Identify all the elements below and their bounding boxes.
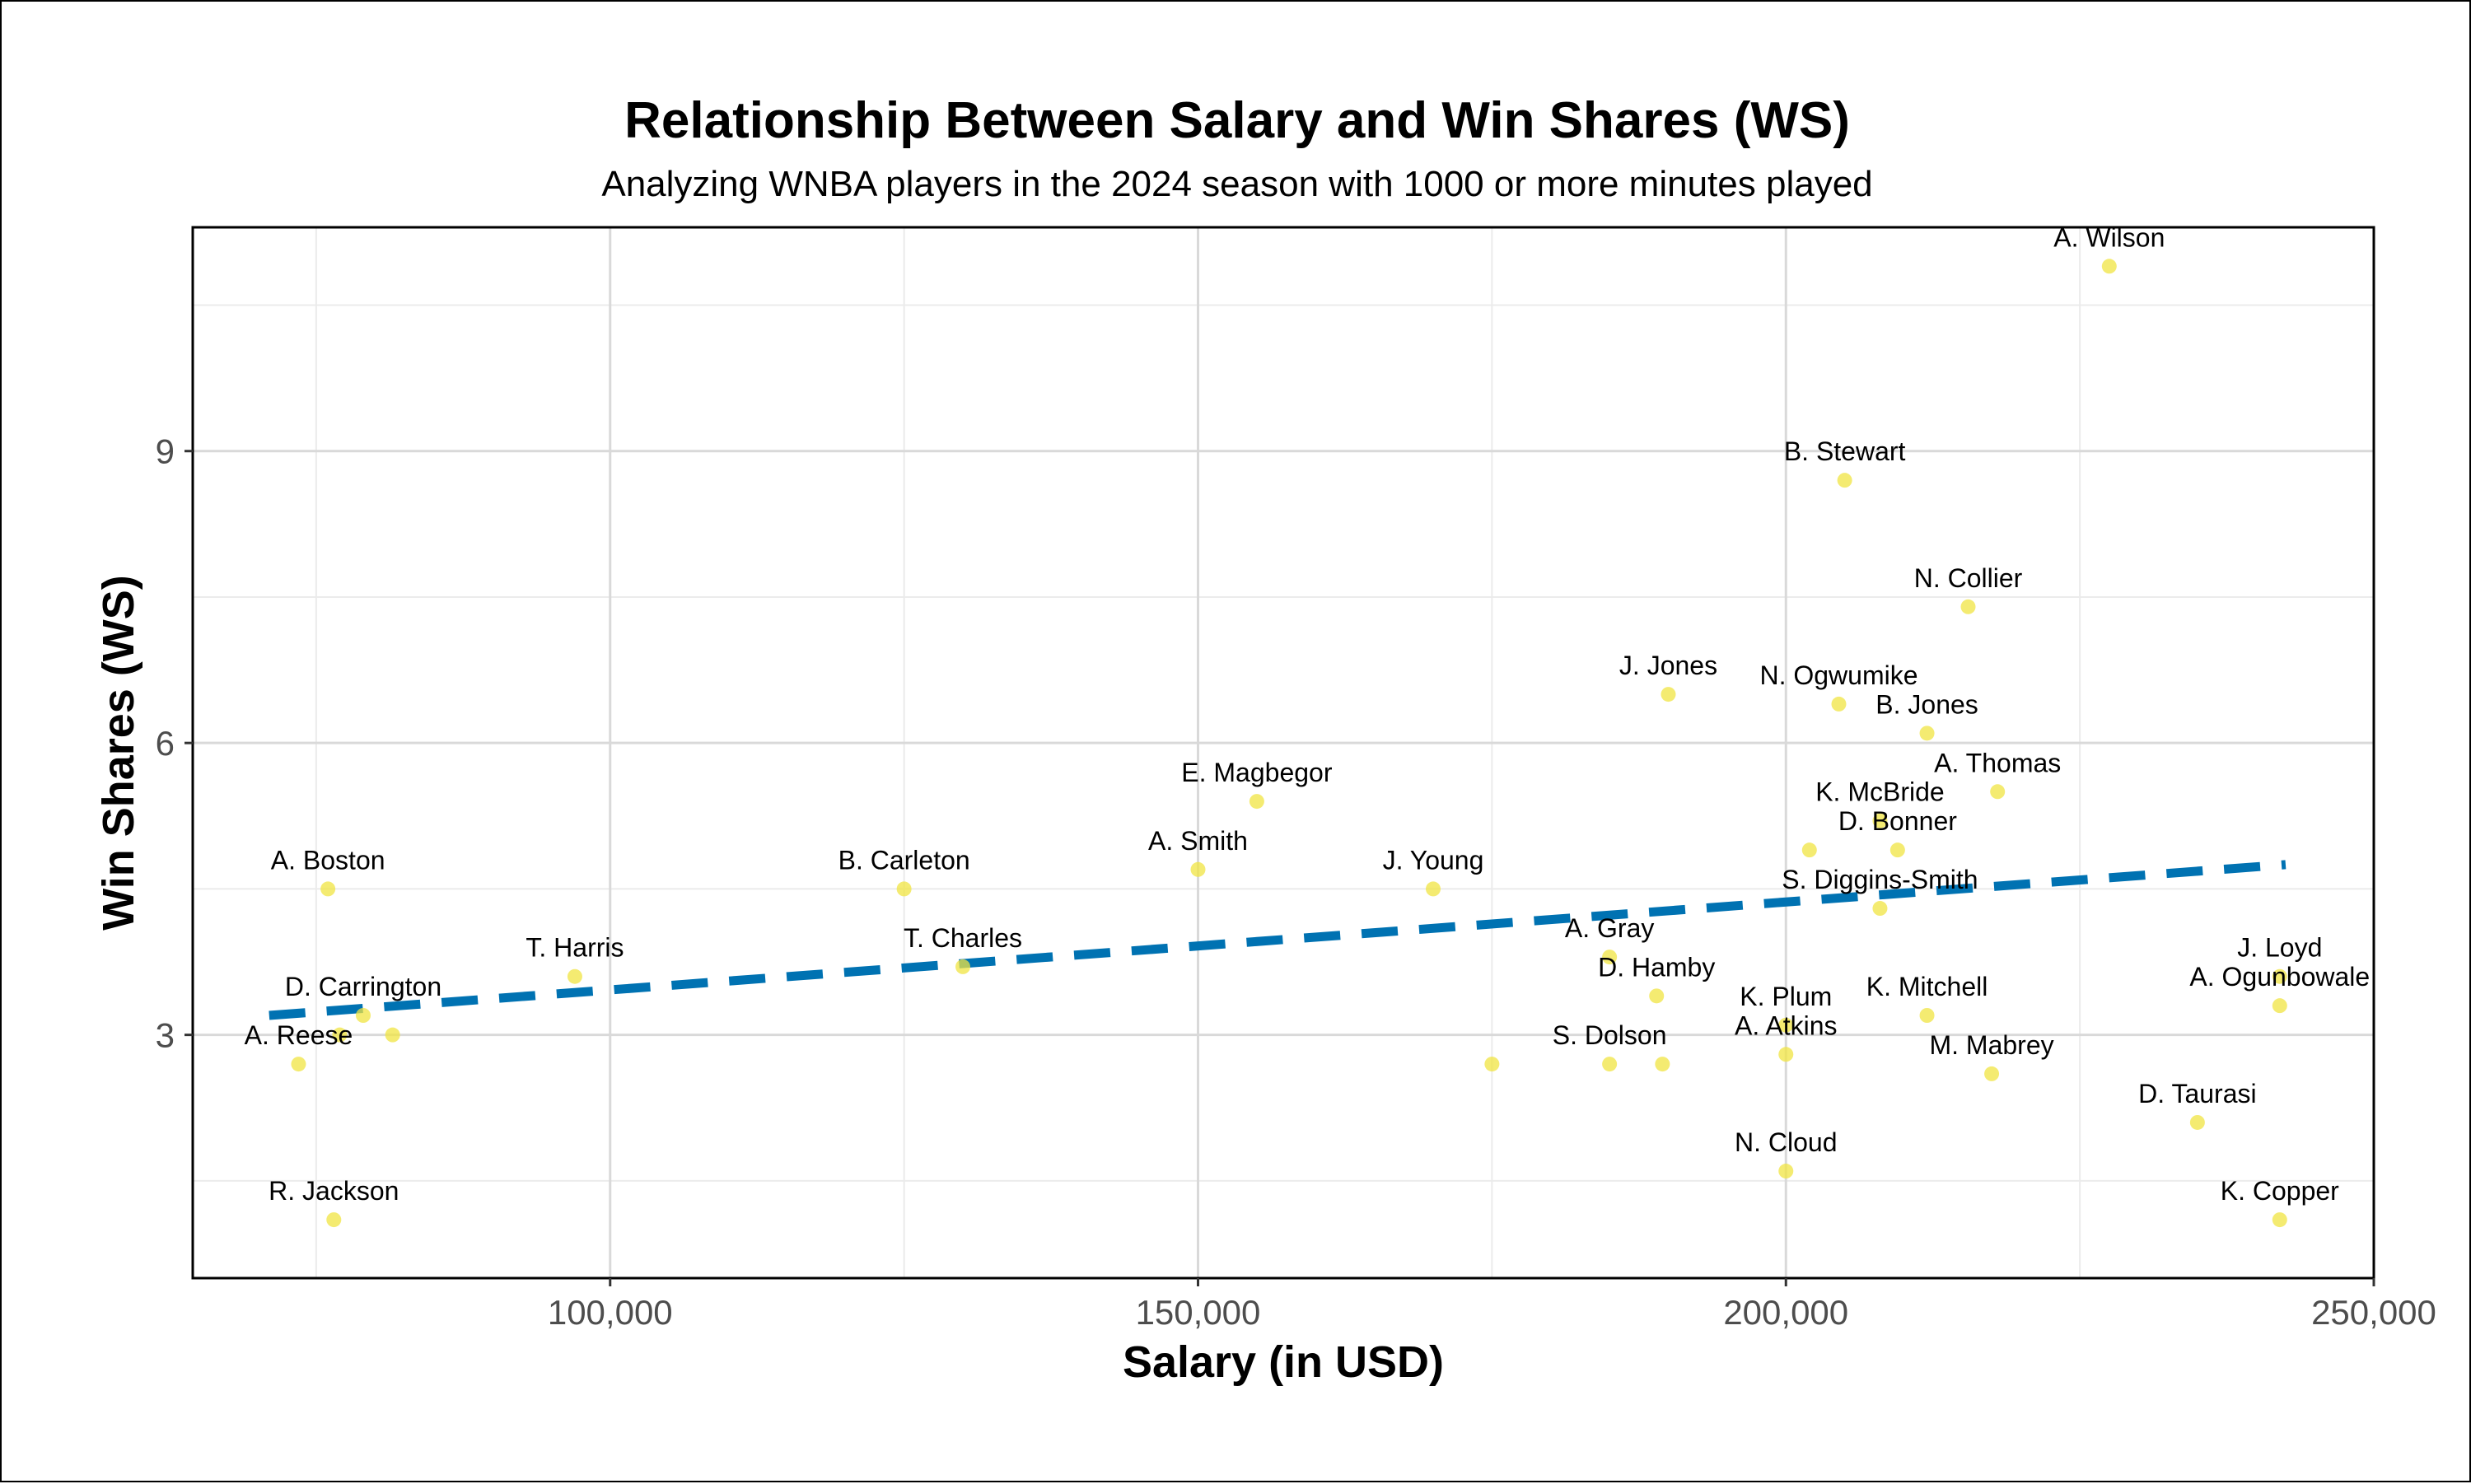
- data-point: [1831, 696, 1847, 712]
- point-label: S. Dolson: [1553, 1020, 1667, 1050]
- x-axis-title: Salary (in USD): [1123, 1337, 1444, 1387]
- data-point: [355, 1008, 371, 1023]
- data-point: [332, 1027, 348, 1043]
- data-point: [1602, 950, 1618, 965]
- chart-subtitle: Analyzing WNBA players in the 2024 seaso…: [601, 164, 1872, 204]
- data-point: [1249, 794, 1264, 810]
- chart-title: Relationship Between Salary and Win Shar…: [624, 92, 1850, 149]
- plot-panel-border: [191, 226, 2375, 1280]
- x-tick-label: 100,000: [548, 1293, 673, 1332]
- point-label: J. Young: [1383, 845, 1484, 875]
- point-label: A. Reese: [245, 1020, 353, 1050]
- point-label: A. Atkins: [1735, 1010, 1838, 1040]
- y-tick-label: 6: [156, 724, 175, 763]
- point-label: N. Cloud: [1735, 1127, 1838, 1157]
- data-point: [1919, 726, 1935, 741]
- point-label: D. Carrington: [285, 972, 441, 1001]
- point-label: K. Copper: [2221, 1176, 2339, 1206]
- x-tick-label: 250,000: [2311, 1293, 2436, 1332]
- data-point: [1484, 1057, 1500, 1072]
- data-point: [1602, 1057, 1618, 1072]
- point-label: D. Bonner: [1838, 806, 1957, 836]
- x-tick-label: 200,000: [1723, 1293, 1848, 1332]
- point-label: K. Mitchell: [1866, 972, 1988, 1001]
- trend-line: [269, 860, 2286, 1020]
- data-point: [1990, 784, 2006, 800]
- point-label: N. Collier: [1914, 563, 2023, 593]
- point-label: A. Gray: [1565, 913, 1654, 943]
- point-label: M. Mabrey: [1929, 1030, 2053, 1060]
- data-point: [320, 881, 336, 897]
- x-tick-label: 150,000: [1136, 1293, 1261, 1332]
- point-label: J. Loyd: [2237, 933, 2322, 963]
- data-point: [2272, 968, 2287, 984]
- data-point: [896, 881, 912, 897]
- y-axis-title: Win Shares (WS): [94, 575, 143, 931]
- point-label: T. Charles: [904, 923, 1022, 953]
- data-point: [2272, 1212, 2287, 1228]
- data-point: [1778, 1017, 1794, 1033]
- y-tick-label: 9: [156, 432, 175, 471]
- data-point: [1655, 1057, 1670, 1072]
- data-point: [385, 1027, 400, 1043]
- point-label: K. Plum: [1740, 982, 1832, 1011]
- point-label: A. Smith: [1148, 826, 1248, 856]
- points-group: [291, 259, 2287, 1228]
- data-point: [955, 959, 971, 974]
- point-label: A. Ogunbowale: [2189, 962, 2370, 992]
- data-point: [1889, 842, 1905, 858]
- point-label: B. Stewart: [1784, 436, 1906, 466]
- x-axis-ticks: 100,000 150,000 200,000 250,000: [548, 1278, 2436, 1332]
- data-point: [1984, 1066, 2000, 1081]
- point-label: B. Jones: [1875, 689, 1978, 719]
- point-label: D. Taurasi: [2138, 1079, 2256, 1108]
- point-label: N. Ogwumike: [1759, 660, 1917, 690]
- data-point: [1190, 861, 1206, 877]
- point-label: D. Hamby: [1598, 952, 1715, 982]
- data-point: [1837, 473, 1852, 488]
- y-tick-label: 3: [156, 1016, 175, 1055]
- point-label: B. Carleton: [838, 845, 970, 875]
- point-label: K. McBride: [1815, 777, 1944, 807]
- data-point: [1872, 901, 1888, 917]
- data-point: [1872, 813, 1888, 828]
- data-point: [1778, 1047, 1794, 1062]
- point-label: R. Jackson: [269, 1176, 399, 1206]
- data-point: [1426, 881, 1441, 897]
- data-point: [2189, 1114, 2205, 1130]
- point-label: T. Harris: [525, 933, 624, 963]
- trendline-group: [269, 860, 2286, 1020]
- point-label: S. Diggins-Smith: [1782, 865, 1978, 894]
- data-point: [1649, 988, 1665, 1004]
- data-point: [1960, 599, 1976, 614]
- y-axis-ticks: 3 6 9: [156, 432, 193, 1055]
- data-point: [567, 968, 582, 984]
- data-point: [2101, 259, 2117, 274]
- point-label: J. Jones: [1619, 651, 1717, 680]
- data-point: [1919, 1008, 1935, 1023]
- data-point: [326, 1212, 342, 1228]
- point-label: A. Boston: [271, 845, 385, 875]
- data-point: [1661, 687, 1676, 702]
- data-point: [291, 1057, 306, 1072]
- data-point: [1801, 842, 1817, 858]
- point-label: A. Thomas: [1934, 748, 2061, 777]
- point-label: E. Magbegor: [1181, 758, 1333, 787]
- data-point: [1778, 1164, 1794, 1179]
- data-point: [2272, 998, 2287, 1014]
